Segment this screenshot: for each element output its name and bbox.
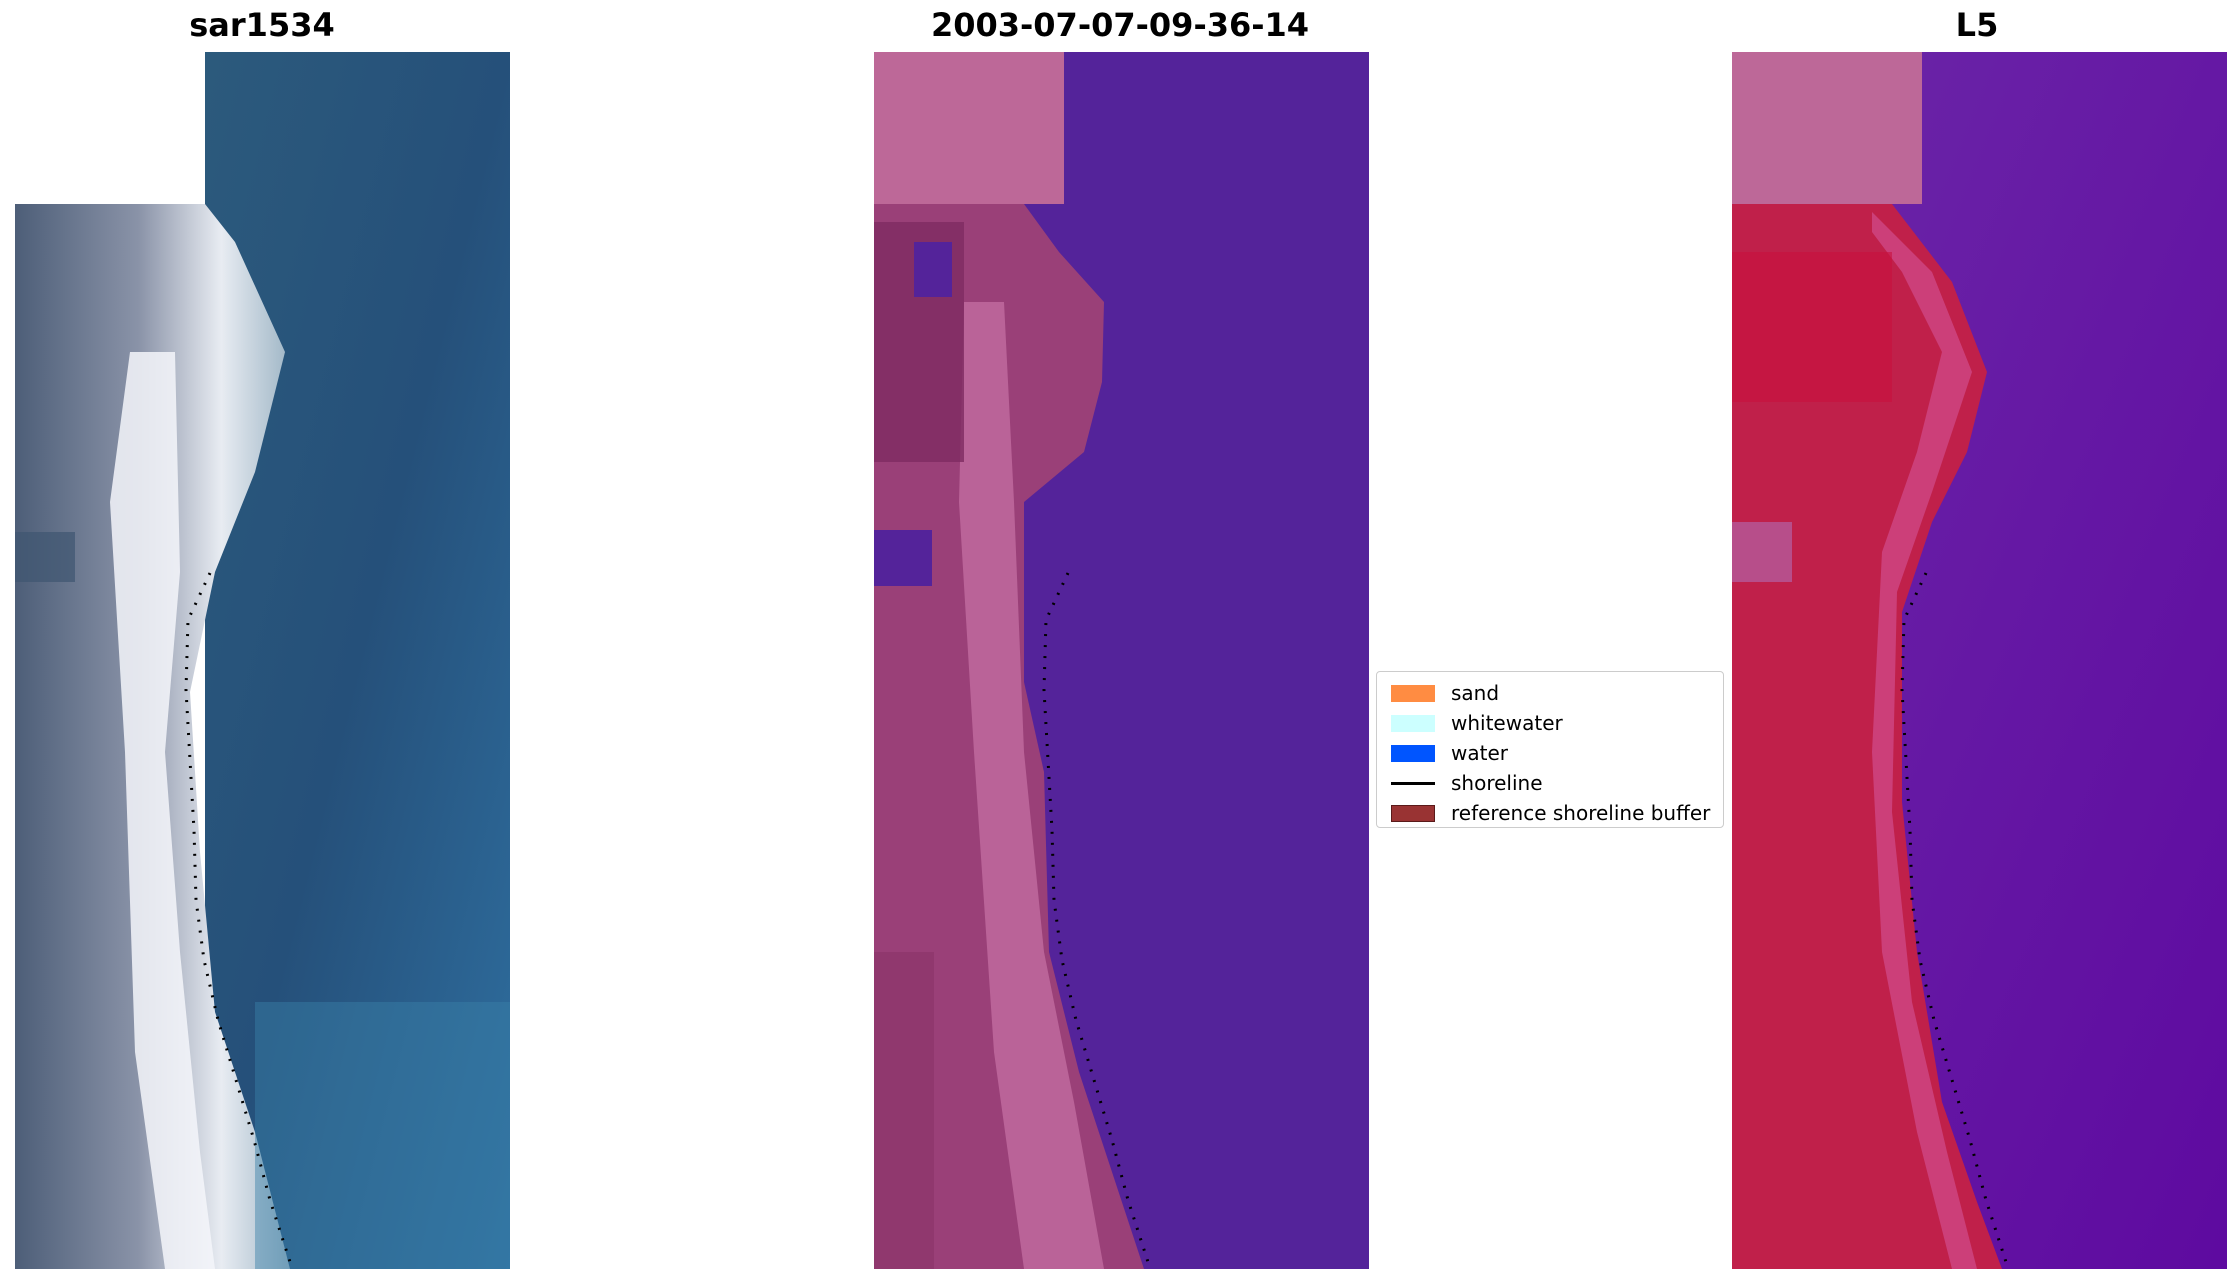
legend-label-reference-buffer: reference shoreline buffer [1451,801,1711,825]
panel-title-rgb: sar1534 [189,6,335,44]
index-image-panel [1732,52,2227,1269]
shoreline-swatch [1391,781,1435,785]
legend-label-water: water [1451,741,1508,765]
classified-image [874,52,1369,1269]
panel-title-classified: 2003-07-07-09-36-14 [930,6,1310,44]
water-swatch [1391,744,1435,762]
legend-item-whitewater: whitewater [1383,708,1717,738]
panel-title-index: L5 [1955,6,1999,44]
rgb-image-panel [15,52,510,1269]
sand-swatch [1391,684,1435,702]
index-image [1732,52,2227,1269]
legend-item-sand: sand [1383,678,1717,708]
legend-item-water: water [1383,738,1717,768]
classified-image-panel [874,52,1369,1269]
whitewater-swatch [1391,714,1435,732]
legend-label-whitewater: whitewater [1451,711,1563,735]
legend: sand whitewater water shoreline referenc… [1376,671,1724,828]
reference-buffer-swatch [1391,804,1435,822]
legend-label-shoreline: shoreline [1451,771,1543,795]
legend-item-shoreline: shoreline [1383,768,1717,798]
rgb-image [15,52,510,1269]
legend-item-reference-buffer: reference shoreline buffer [1383,798,1717,828]
legend-label-sand: sand [1451,681,1500,705]
